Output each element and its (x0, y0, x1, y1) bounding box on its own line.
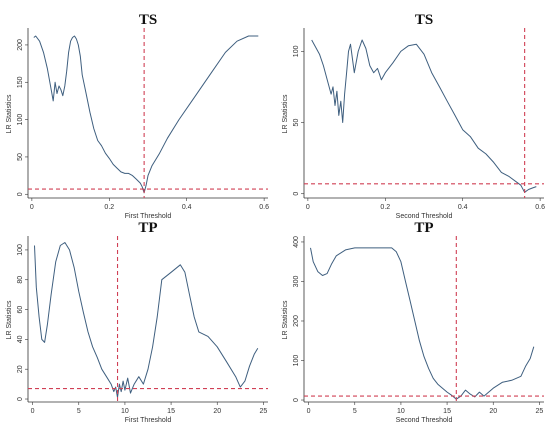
y-tick-label: 20 (17, 365, 24, 373)
x-tick-label: 5 (77, 408, 81, 415)
chart-title: TS (415, 12, 433, 28)
y-tick-label: 80 (17, 276, 24, 284)
y-tick-label: 50 (17, 153, 24, 161)
y-tick-label: 100 (17, 114, 24, 126)
x-axis-label: Second Threshold (396, 213, 453, 220)
x-tick-label: 0.4 (458, 204, 468, 211)
y-tick-label: 0 (17, 397, 24, 401)
x-tick-label: 0.6 (259, 204, 269, 211)
x-tick-label: 0.2 (104, 204, 114, 211)
x-tick-label: 20 (489, 408, 497, 415)
chart-title: TS (139, 12, 157, 28)
y-axis-label: LR Statistics (6, 94, 13, 133)
x-tick-label: 0 (307, 408, 311, 415)
lr-statistic-line (310, 247, 535, 400)
y-tick-label: 0 (293, 398, 300, 402)
y-tick-label: 50 (293, 119, 300, 127)
y-tick-label: 100 (293, 355, 300, 367)
x-tick-label: 0 (30, 204, 34, 211)
chart-panel-1: TS 0 0.2 0.4 0.6 0 50 100 150 200 First Threshold L… (6, 12, 269, 220)
y-tick-label: 100 (17, 244, 24, 256)
x-axis-label: Second Threshold (396, 417, 453, 424)
y-tick-label: 0 (17, 192, 24, 196)
x-tick-label: 15 (167, 408, 175, 415)
x-tick-label: 0.2 (380, 204, 390, 211)
y-tick-label: 200 (293, 315, 300, 327)
x-tick-label: 0.6 (535, 204, 545, 211)
x-tick-label: 0 (31, 408, 35, 415)
x-tick-label: 20 (213, 408, 221, 415)
x-tick-label: 5 (353, 408, 357, 415)
chart-title: TP (414, 220, 433, 236)
chart-panel-4: TP 0 5 10 15 20 25 0 100 200 300 400 Second Threshol… (282, 220, 544, 424)
lr-statistic-line (34, 242, 259, 398)
lr-statistic-line (33, 35, 259, 194)
x-axis-label: First Threshold (125, 213, 172, 220)
chart-panel-3: TP 0 5 10 15 20 25 0 20 40 60 80 100 First Threshold L… (6, 220, 268, 424)
y-axis-label: LR Statistics (6, 300, 13, 339)
y-axis-label: LR Statistics (282, 94, 289, 133)
y-tick-label: 0 (293, 192, 300, 196)
x-tick-label: 0 (306, 204, 310, 211)
lr-statistic-line (311, 39, 537, 193)
y-tick-label: 200 (17, 39, 24, 51)
y-tick-label: 400 (293, 236, 300, 248)
x-tick-label: 10 (397, 408, 405, 415)
x-tick-label: 25 (535, 408, 543, 415)
x-axis-label: First Threshold (125, 417, 172, 424)
y-tick-label: 300 (293, 276, 300, 288)
y-tick-label: 60 (17, 306, 24, 314)
x-tick-label: 0.4 (182, 204, 192, 211)
x-tick-label: 10 (121, 408, 129, 415)
chart-panel-2: TS 0 0.2 0.4 0.6 0 50 100 Second Threshold LR Sta… (282, 12, 545, 220)
y-axis-label: LR Statistics (282, 300, 289, 339)
x-tick-label: 25 (259, 408, 267, 415)
y-tick-label: 40 (17, 335, 24, 343)
chart-title: TP (138, 220, 157, 236)
y-tick-label: 150 (17, 76, 24, 88)
x-tick-label: 15 (443, 408, 451, 415)
y-tick-label: 100 (293, 45, 300, 57)
